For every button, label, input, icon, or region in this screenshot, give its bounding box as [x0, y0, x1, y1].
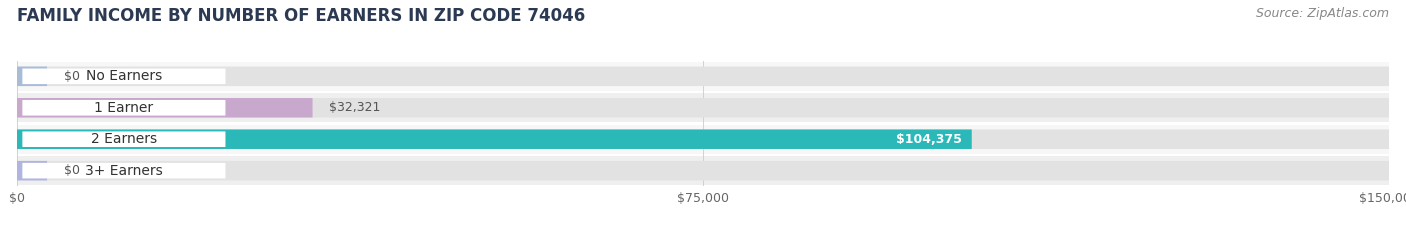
Bar: [17, 93, 1389, 122]
Bar: [17, 156, 1389, 185]
FancyBboxPatch shape: [17, 161, 46, 180]
Text: $0: $0: [63, 164, 80, 177]
FancyBboxPatch shape: [22, 163, 225, 178]
FancyBboxPatch shape: [22, 100, 225, 116]
FancyBboxPatch shape: [22, 69, 225, 84]
Text: $32,321: $32,321: [329, 101, 381, 114]
Text: $104,375: $104,375: [896, 133, 962, 146]
FancyBboxPatch shape: [17, 67, 46, 86]
Bar: [17, 125, 1389, 154]
Text: FAMILY INCOME BY NUMBER OF EARNERS IN ZIP CODE 74046: FAMILY INCOME BY NUMBER OF EARNERS IN ZI…: [17, 7, 585, 25]
Text: 2 Earners: 2 Earners: [91, 132, 157, 146]
Text: 3+ Earners: 3+ Earners: [84, 164, 163, 178]
Text: 1 Earner: 1 Earner: [94, 101, 153, 115]
Bar: [17, 62, 1389, 91]
FancyBboxPatch shape: [17, 67, 1389, 86]
FancyBboxPatch shape: [17, 161, 1389, 180]
FancyBboxPatch shape: [17, 98, 312, 117]
Text: Source: ZipAtlas.com: Source: ZipAtlas.com: [1256, 7, 1389, 20]
Text: No Earners: No Earners: [86, 69, 162, 83]
FancyBboxPatch shape: [17, 130, 972, 149]
FancyBboxPatch shape: [22, 131, 225, 147]
FancyBboxPatch shape: [17, 130, 1389, 149]
Text: $0: $0: [63, 70, 80, 83]
FancyBboxPatch shape: [17, 98, 1389, 117]
